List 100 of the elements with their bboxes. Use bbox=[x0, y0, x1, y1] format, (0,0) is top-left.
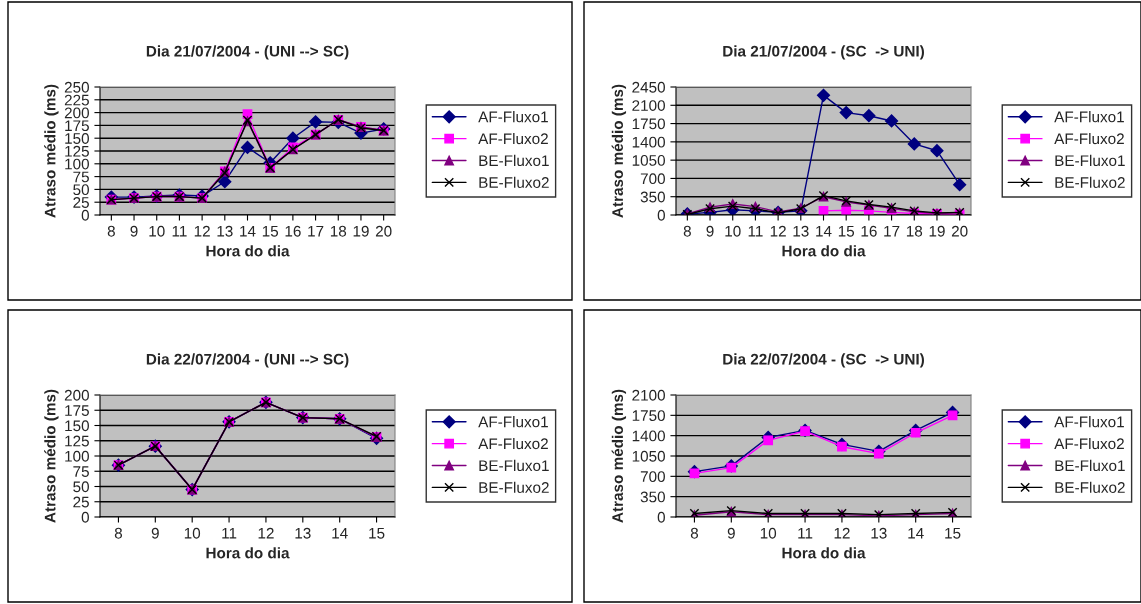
y-tick-label: 1750 bbox=[632, 118, 665, 130]
y-tick-label: 175 bbox=[65, 120, 89, 132]
legend-label: BE-Fluxo1 bbox=[479, 154, 549, 167]
legend-label: AF-Fluxo2 bbox=[1054, 437, 1124, 450]
y-tick-label: 225 bbox=[64, 94, 89, 106]
y-tick-label: 200 bbox=[64, 107, 89, 119]
legend-label: BE-Fluxo1 bbox=[479, 459, 549, 472]
x-tick-label: 9 bbox=[151, 527, 159, 539]
x-tick-label: 15 bbox=[262, 225, 279, 237]
x-tick-label: 14 bbox=[908, 527, 924, 539]
x-tick-label: 11 bbox=[748, 225, 763, 237]
x-tick-label: 14 bbox=[816, 225, 832, 237]
x-tick-label: 13 bbox=[217, 225, 233, 237]
chart-title: Dia 22/07/2004 - (SC -> UNI) bbox=[723, 353, 924, 368]
legend-label: AF-Fluxo1 bbox=[478, 416, 548, 428]
x-tick-label: 11 bbox=[798, 527, 813, 539]
y-tick-label: 2100 bbox=[632, 100, 665, 111]
y-tick-label: 100 bbox=[65, 450, 89, 462]
y-tick-label: 50 bbox=[73, 184, 89, 196]
legend-label: BE-Fluxo1 bbox=[1055, 154, 1125, 167]
x-tick-label: 10 bbox=[725, 225, 741, 237]
x-tick-label: 12 bbox=[834, 527, 850, 539]
x-tick-label: 13 bbox=[871, 527, 887, 539]
x-tick-label: 20 bbox=[375, 225, 392, 237]
legend-label: BE-Fluxo2 bbox=[479, 481, 549, 493]
x-axis-title: Hora do dia bbox=[782, 547, 866, 559]
x-tick-label: 10 bbox=[184, 527, 201, 539]
legend-label: AF-Fluxo2 bbox=[478, 437, 548, 450]
x-tick-label: 20 bbox=[951, 225, 968, 237]
y-tick-label: 75 bbox=[73, 171, 89, 183]
legend-label: AF-Fluxo1 bbox=[1054, 111, 1124, 123]
y-tick-label: 250 bbox=[64, 81, 89, 93]
x-axis-title: Hora do dia bbox=[206, 547, 290, 559]
y-axis-title: Atraso médio (ms) bbox=[44, 389, 59, 523]
x-tick-label: 18 bbox=[330, 225, 347, 237]
legend-label: BE-Fluxo2 bbox=[1055, 176, 1125, 188]
y-tick-label: 100 bbox=[65, 158, 89, 170]
x-tick-label: 16 bbox=[861, 225, 877, 237]
x-axis-title: Hora do dia bbox=[782, 245, 866, 257]
y-tick-label: 2100 bbox=[632, 389, 665, 401]
y-tick-label: 350 bbox=[640, 191, 665, 203]
legend-label: AF-Fluxo2 bbox=[478, 132, 548, 145]
x-tick-label: 8 bbox=[114, 527, 123, 539]
x-tick-label: 17 bbox=[308, 225, 324, 237]
x-tick-label: 13 bbox=[793, 225, 809, 237]
x-tick-label: 8 bbox=[683, 225, 691, 237]
x-tick-label: 15 bbox=[369, 527, 385, 539]
legend-label: AF-Fluxo2 bbox=[1054, 132, 1124, 145]
x-tick-label: 14 bbox=[240, 225, 256, 237]
y-axis-title: Atraso médio (ms) bbox=[44, 84, 59, 218]
y-tick-label: 50 bbox=[73, 481, 89, 493]
y-tick-label: 175 bbox=[65, 405, 89, 416]
legend-label: AF-Fluxo1 bbox=[478, 111, 548, 123]
x-tick-label: 8 bbox=[107, 225, 115, 237]
y-tick-label: 0 bbox=[657, 209, 665, 221]
y-tick-label: 1400 bbox=[632, 136, 665, 148]
x-tick-label: 11 bbox=[172, 225, 187, 237]
x-tick-label: 10 bbox=[149, 225, 165, 237]
x-tick-label: 15 bbox=[945, 527, 961, 539]
y-axis-title: Atraso médio (ms) bbox=[611, 84, 627, 218]
y-tick-label: 350 bbox=[640, 491, 665, 503]
y-tick-label: 1400 bbox=[632, 430, 665, 442]
x-tick-label: 12 bbox=[194, 225, 210, 237]
x-tick-label: 13 bbox=[295, 527, 311, 539]
x-tick-label: 8 bbox=[690, 527, 699, 539]
y-tick-label: 125 bbox=[65, 435, 89, 447]
y-axis-title: Atraso médio (ms) bbox=[611, 389, 627, 523]
y-tick-label: 700 bbox=[640, 173, 665, 185]
y-tick-label: 0 bbox=[657, 511, 665, 523]
y-tick-label: 75 bbox=[73, 466, 89, 477]
y-tick-label: 125 bbox=[65, 145, 89, 157]
y-tick-label: 2450 bbox=[632, 81, 665, 93]
x-tick-label: 16 bbox=[285, 225, 301, 237]
y-tick-label: 150 bbox=[65, 133, 89, 144]
legend-label: BE-Fluxo2 bbox=[479, 176, 549, 188]
y-tick-label: 25 bbox=[73, 197, 89, 208]
legend-label: BE-Fluxo1 bbox=[1055, 459, 1125, 472]
chart-title: Dia 21/07/2004 - (SC -> UNI) bbox=[723, 45, 924, 60]
x-tick-label: 9 bbox=[727, 527, 735, 539]
x-tick-label: 9 bbox=[130, 225, 138, 237]
y-tick-label: 200 bbox=[64, 389, 89, 401]
legend-label: AF-Fluxo1 bbox=[1054, 416, 1124, 428]
y-tick-label: 0 bbox=[81, 511, 89, 523]
x-tick-label: 15 bbox=[838, 225, 855, 237]
legend-label: BE-Fluxo2 bbox=[1055, 481, 1125, 493]
y-tick-label: 1750 bbox=[632, 410, 665, 422]
x-axis-title: Hora do dia bbox=[206, 245, 290, 257]
x-tick-label: 9 bbox=[706, 225, 714, 237]
y-tick-label: 700 bbox=[640, 471, 665, 483]
chart-title: Dia 21/07/2004 - (UNI --> SC) bbox=[146, 45, 349, 60]
y-tick-label: 1050 bbox=[632, 155, 665, 166]
x-tick-label: 11 bbox=[222, 527, 237, 539]
y-tick-label: 0 bbox=[81, 209, 89, 221]
x-tick-label: 19 bbox=[353, 225, 369, 237]
y-tick-label: 150 bbox=[65, 420, 89, 432]
x-tick-label: 17 bbox=[884, 225, 900, 237]
y-tick-label: 1050 bbox=[632, 450, 665, 462]
x-tick-label: 12 bbox=[770, 225, 786, 237]
x-tick-label: 10 bbox=[760, 527, 777, 539]
y-tick-label: 25 bbox=[73, 496, 89, 508]
